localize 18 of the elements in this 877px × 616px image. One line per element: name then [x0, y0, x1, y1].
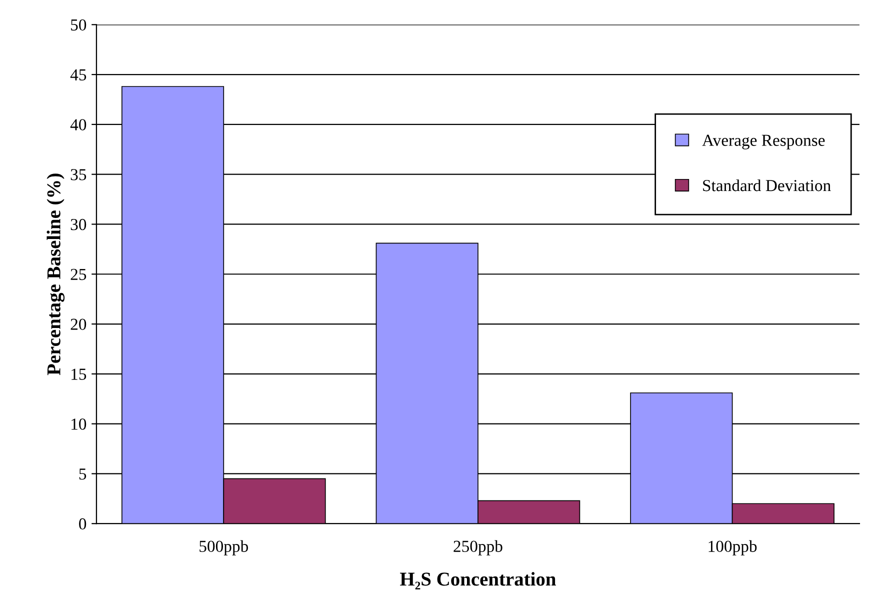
x-tick-label: 250ppb — [454, 540, 502, 556]
y-tick-label: 0 — [79, 518, 86, 530]
y-tick-label: 50 — [71, 19, 86, 31]
y-tick-label: 25 — [70, 268, 86, 280]
y-tick-label: 40 — [70, 119, 86, 130]
x-tick-label: 500ppb — [200, 540, 248, 556]
legend-label: Average Response — [702, 134, 825, 150]
y-tick-label: 10 — [72, 418, 86, 430]
y-tick-label: 30 — [70, 218, 86, 230]
y-axis-title: Percentage Baseline (%) — [46, 174, 65, 376]
y-tick-label: 45 — [70, 69, 86, 80]
x-axis-title: H₂S Concentration — [400, 572, 556, 590]
legend-label: Standard Deviation — [703, 179, 831, 192]
y-tick-label: 20 — [70, 318, 86, 330]
y-tick-label: 5 — [79, 468, 86, 480]
x-tick-label: 100ppb — [708, 540, 757, 556]
y-tick-label: 35 — [70, 169, 86, 180]
y-tick-label: 15 — [72, 368, 86, 380]
